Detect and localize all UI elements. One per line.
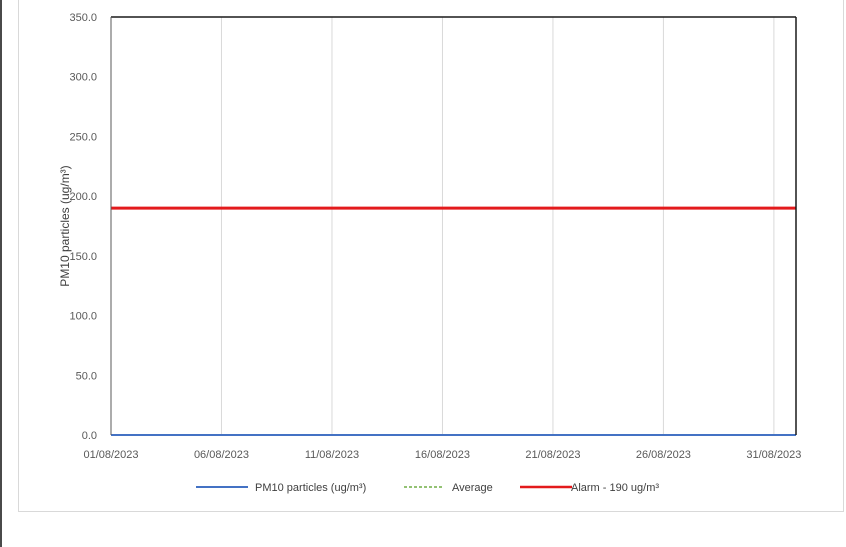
y-tick-labels: 0.0 50.0 100.0 150.0 200.0 250.0 300.0 350.0 xyxy=(69,12,97,442)
y-tick-label: 150.0 xyxy=(69,251,97,263)
page-left-border xyxy=(0,0,2,547)
y-tick-label: 100.0 xyxy=(69,311,97,323)
y-axis-title: PM10 particles (ug/m³) xyxy=(58,165,72,286)
y-tick-label: 200.0 xyxy=(69,191,97,203)
y-tick-label: 50.0 xyxy=(76,370,97,382)
x-tick-label: 21/08/2023 xyxy=(525,449,580,461)
y-tick-label: 0.0 xyxy=(82,430,97,442)
x-tick-label: 11/08/2023 xyxy=(305,449,359,461)
chart-frame xyxy=(18,0,844,512)
axes xyxy=(110,16,797,435)
legend-label: Average xyxy=(452,482,493,494)
y-tick-label: 300.0 xyxy=(69,72,97,84)
x-tick-label: 26/08/2023 xyxy=(636,449,691,461)
legend-label: Alarm - 190 ug/m³ xyxy=(571,482,659,494)
x-tick-labels: 01/08/2023 06/08/2023 11/08/2023 16/08/2023… xyxy=(83,449,801,461)
legend-label: PM10 particles (ug/m³) xyxy=(255,482,366,494)
series-lines xyxy=(111,206,796,436)
grid-lines xyxy=(220,17,775,435)
x-tick-label: 16/08/2023 xyxy=(415,449,470,461)
x-tick-label: 31/08/2023 xyxy=(746,449,801,461)
legend: PM10 particles (ug/m³) Average Alarm - 190… xyxy=(196,482,659,494)
x-tick-label: 01/08/2023 xyxy=(83,449,138,461)
y-tick-label: 350.0 xyxy=(69,12,97,24)
x-tick-label: 06/08/2023 xyxy=(194,449,249,461)
y-tick-label: 250.0 xyxy=(69,131,97,143)
